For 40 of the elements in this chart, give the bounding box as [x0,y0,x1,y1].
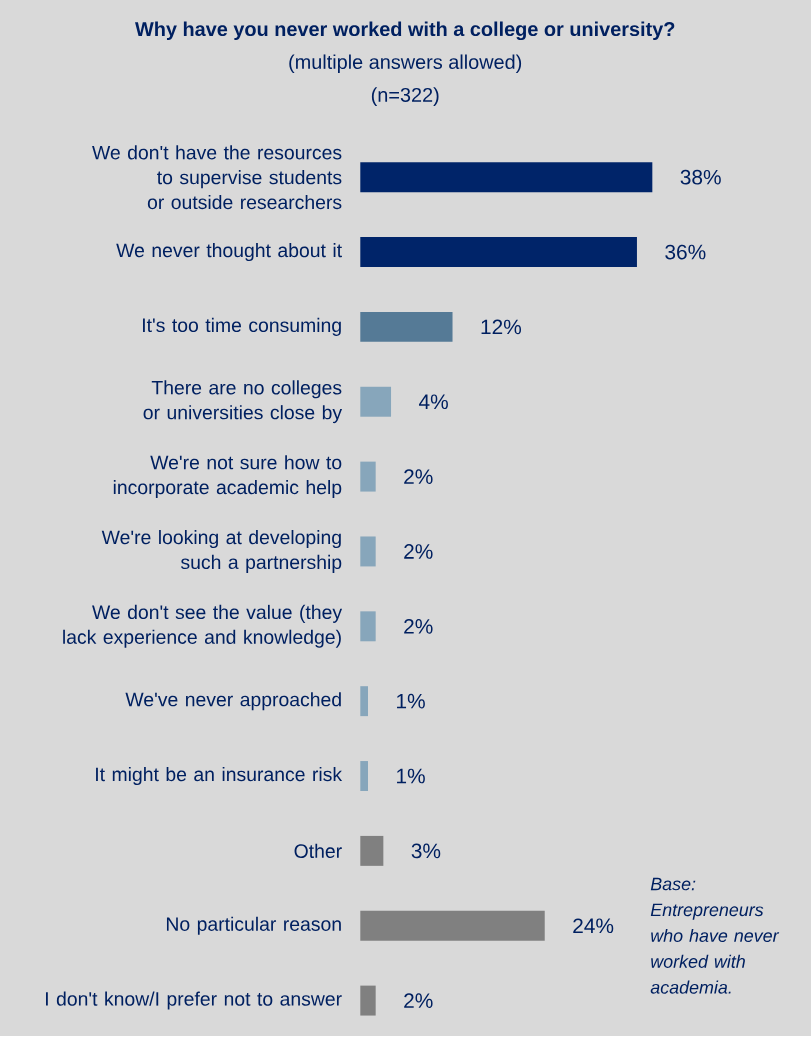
bar [360,386,391,417]
data-label: 24% [573,918,614,934]
bar [360,835,384,866]
bar [360,686,368,717]
data-label: 38% [680,169,721,185]
bar [360,985,376,1016]
y-tick-label: We're not sure how to incorporate academic help [113,455,342,499]
bar [360,237,637,268]
data-label: 4% [418,394,448,410]
annotation: Base: Entrepreneurs who have never worked with academia. [650,877,779,994]
data-label: 2% [403,618,433,634]
bar [360,311,453,342]
y-tick-label: We don't have the resources to supervise students or outside researchers [91,145,342,210]
data-label: 2% [403,544,433,559]
y-tick-label: Other [294,843,342,858]
data-label: 2% [403,469,433,484]
data-label: 1% [396,768,425,784]
text: (n=322) [371,87,439,106]
y-tick-label: No particular reason [166,916,341,935]
bar [360,461,376,492]
bar [360,611,376,642]
chart-subtitle: (multiple answers allowed) [289,54,521,73]
y-tick-label: We've never approached [125,692,341,711]
data-label: 12% [481,319,521,335]
data-label: 36% [665,244,706,260]
data-label: 1% [396,693,425,709]
y-tick-label: It's too time consuming [142,317,341,336]
data-label: 3% [411,843,441,859]
y-tick-label: There are no colleges or universities close by [143,380,342,424]
bar [360,536,376,567]
y-tick-label: We never thought about it [116,243,342,262]
bar [360,910,545,941]
data-label: 2% [403,993,433,1008]
y-tick-label: It might be an insurance risk [95,766,342,786]
y-tick-label: I don't know/I prefer not to answer [45,991,342,1010]
chart-title: Why have you never worked with a college or university? [134,21,675,41]
y-tick-label: We're looking at developing such a partnership [101,529,342,573]
y-tick-label: We don't see the value (they lack experience and knowledge) [63,604,342,648]
bar [360,761,368,791]
bar [360,162,653,193]
